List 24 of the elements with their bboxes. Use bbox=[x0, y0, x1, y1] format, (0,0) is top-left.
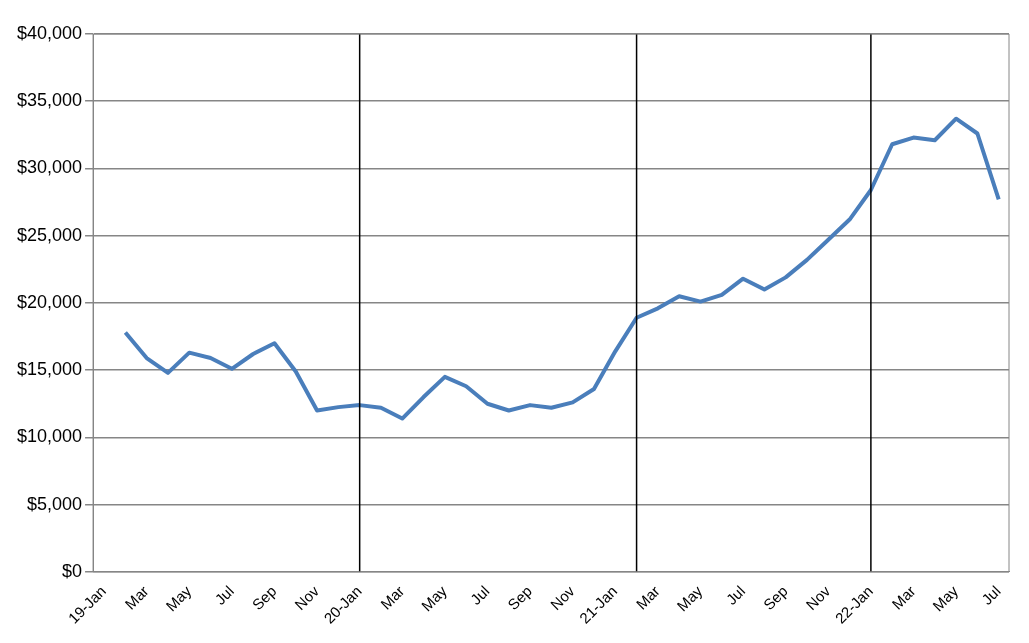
x-tick-label: Sep bbox=[248, 582, 280, 614]
x-tick-label: Sep bbox=[759, 582, 791, 614]
x-tick-label: Mar bbox=[632, 582, 663, 613]
x-tick-label: Sep bbox=[504, 582, 536, 614]
y-tick-label: $5,000 bbox=[27, 493, 83, 514]
x-tick-label: Jul bbox=[978, 582, 1004, 608]
x-tick-label: Jul bbox=[722, 582, 749, 608]
y-tick-label: $40,000 bbox=[16, 22, 83, 43]
y-tick-label: $25,000 bbox=[16, 224, 83, 245]
y-tick-label: $0 bbox=[62, 560, 83, 581]
y-tick-label: $30,000 bbox=[16, 157, 83, 178]
y-tick-label: $15,000 bbox=[16, 359, 83, 380]
x-tick-label: Nov bbox=[802, 581, 834, 614]
x-tick-label: Mar bbox=[377, 582, 408, 613]
y-tick-label: $10,000 bbox=[16, 426, 83, 447]
x-tick-label: Mar bbox=[888, 582, 919, 613]
x-tick-label: Jul bbox=[211, 582, 237, 608]
y-tick-label: $20,000 bbox=[16, 291, 83, 312]
y-tick-label: $35,000 bbox=[16, 90, 83, 111]
x-tick-label: Nov bbox=[546, 581, 579, 614]
x-tick-label: Mar bbox=[121, 582, 152, 613]
x-tick-label: Nov bbox=[291, 581, 323, 614]
x-tick-label: May bbox=[417, 581, 451, 615]
x-tick-label: Jul bbox=[466, 582, 493, 608]
